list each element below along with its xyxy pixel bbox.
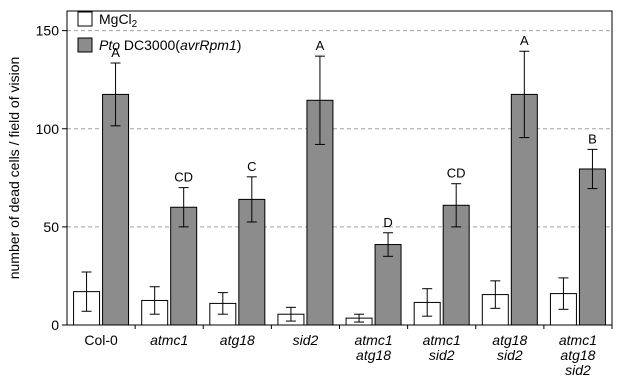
x-tick-label: Col-0 <box>84 332 118 348</box>
significance-label: A <box>111 45 120 60</box>
significance-label: A <box>316 38 325 53</box>
significance-labels-layer: A CD C A D CD A B <box>111 33 597 230</box>
x-tick-label: atg18 <box>220 332 255 348</box>
x-tick-label: atmc1 atg18 sid2 <box>559 332 597 378</box>
legend-mgcl2-main: MgCl <box>99 11 132 27</box>
x-tick-label-line: atmc1 <box>423 332 461 348</box>
error-bars-layer <box>81 50 598 323</box>
x-tick-label-line: atmc1 <box>150 332 188 348</box>
x-tick-label-line: sid2 <box>429 347 455 363</box>
legend-pto-italic2: avrRpm1 <box>180 37 237 53</box>
x-tick-label-line: sid2 <box>293 332 319 348</box>
significance-label: CD <box>174 170 193 185</box>
y-axis: 0 50 100 150 <box>36 23 67 333</box>
x-tick-label-line: sid2 <box>497 347 523 363</box>
significance-label: D <box>383 215 392 230</box>
legend: MgCl2 Pto DC3000(avrRpm1) <box>77 11 241 53</box>
bar-pto <box>578 168 606 326</box>
legend-swatch-pto <box>77 37 93 53</box>
x-tick-label: sid2 <box>293 332 319 348</box>
legend-pto-italic: Pto <box>99 37 120 53</box>
x-tick-label-line: atmc1 <box>355 332 393 348</box>
significance-label: CD <box>447 166 466 181</box>
legend-pto-end: ) <box>237 37 242 53</box>
significance-label: B <box>588 131 597 146</box>
x-tick-label-line: atmc1 <box>559 332 597 348</box>
y-tick-label: 50 <box>43 219 59 235</box>
y-tick-label: 150 <box>36 23 60 39</box>
significance-label: A <box>520 33 529 48</box>
x-tick-label-line: atg18 <box>220 332 255 348</box>
significance-label: C <box>247 159 256 174</box>
x-tick-label-line: atg18 <box>560 347 595 363</box>
x-tick-label: atg18 sid2 <box>492 332 527 363</box>
legend-pto-rest: DC3000( <box>120 37 180 53</box>
bar-pto <box>170 206 198 326</box>
legend-swatch-mgcl2 <box>77 11 93 27</box>
y-tick-label: 0 <box>51 317 59 333</box>
legend-label-pto: Pto DC3000(avrRpm1) <box>99 37 241 53</box>
x-tick-label: atmc1 atg18 <box>355 332 393 363</box>
legend-label-mgcl2: MgCl2 <box>99 11 138 30</box>
x-tick-label-line: atg18 <box>492 332 527 348</box>
x-tick-label-line: atg18 <box>356 347 391 363</box>
y-axis-label: number of dead cells / field of vision <box>6 57 22 280</box>
x-tick-label: atmc1 sid2 <box>423 332 461 363</box>
legend-mgcl2-subscript: 2 <box>132 19 138 30</box>
bar-pto <box>102 93 130 326</box>
x-tick-label: atmc1 <box>150 332 188 348</box>
x-tick-label-line: sid2 <box>565 362 591 378</box>
x-tick-label-line: Col-0 <box>84 332 118 348</box>
y-tick-label: 100 <box>36 121 60 137</box>
